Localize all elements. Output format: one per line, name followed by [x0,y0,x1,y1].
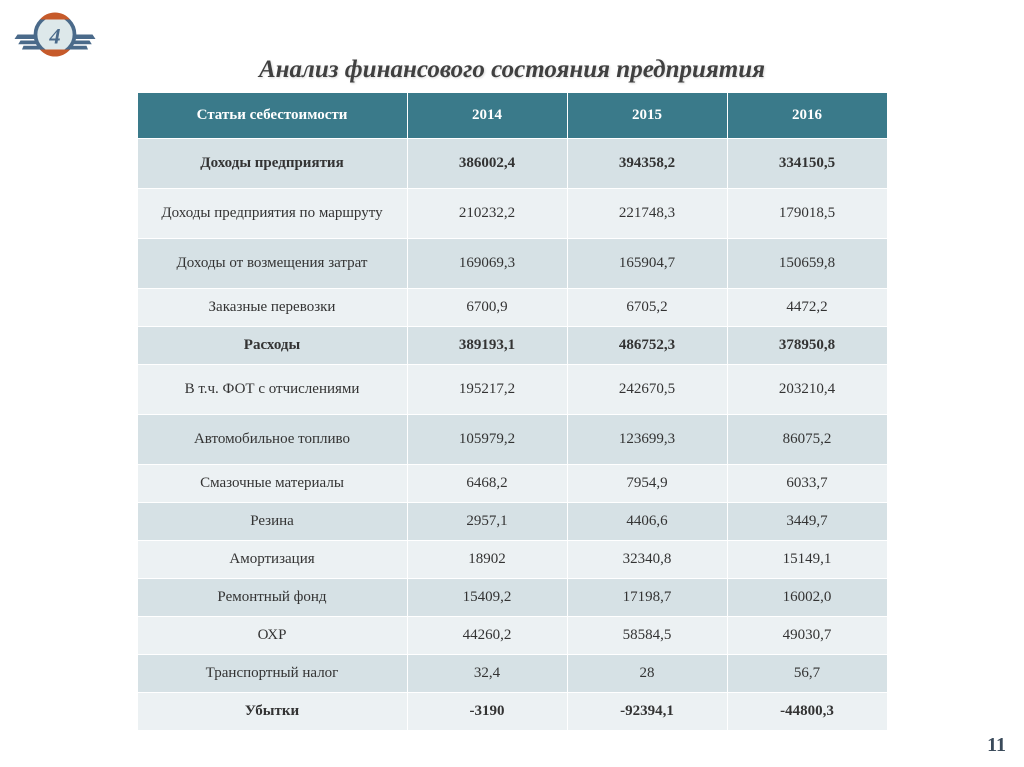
row-label: Доходы предприятия [137,139,407,189]
cell-value: 6033,7 [727,465,887,503]
slide: 4 Анализ финансового состояния предприят… [0,0,1024,767]
row-label: В т.ч. ФОТ с отчислениями [137,365,407,415]
cell-value: 4472,2 [727,289,887,327]
col-header: 2016 [727,93,887,139]
cell-value: 386002,4 [407,139,567,189]
row-label: Убытки [137,693,407,731]
cell-value: 486752,3 [567,327,727,365]
cell-value: 15149,1 [727,541,887,579]
cell-value: 4406,6 [567,503,727,541]
cell-value: 7954,9 [567,465,727,503]
cell-value: 150659,8 [727,239,887,289]
financial-table: Статьи себестоимости 2014 2015 2016 Дохо… [137,92,888,731]
table-row: Доходы предприятия386002,4394358,2334150… [137,139,887,189]
row-label: Расходы [137,327,407,365]
cell-value: 6700,9 [407,289,567,327]
col-header: Статьи себестоимости [137,93,407,139]
cell-value: 16002,0 [727,579,887,617]
table-row: Расходы389193,1486752,3378950,8 [137,327,887,365]
cell-value: -92394,1 [567,693,727,731]
cell-value: 195217,2 [407,365,567,415]
cell-value: 378950,8 [727,327,887,365]
cell-value: 221748,3 [567,189,727,239]
cell-value: 32340,8 [567,541,727,579]
table-row: В т.ч. ФОТ с отчислениями195217,2242670,… [137,365,887,415]
table-row: Заказные перевозки6700,96705,24472,2 [137,289,887,327]
cell-value: 105979,2 [407,415,567,465]
row-label: Резина [137,503,407,541]
table-row: ОХР44260,258584,549030,7 [137,617,887,655]
company-logo: 4 [10,6,100,66]
col-header: 2014 [407,93,567,139]
table-row: Резина2957,14406,63449,7 [137,503,887,541]
table-row: Убытки-3190-92394,1-44800,3 [137,693,887,731]
cell-value: 389193,1 [407,327,567,365]
cell-value: 6705,2 [567,289,727,327]
cell-value: -44800,3 [727,693,887,731]
cell-value: 49030,7 [727,617,887,655]
cell-value: 56,7 [727,655,887,693]
cell-value: 203210,4 [727,365,887,415]
table-row: Амортизация1890232340,815149,1 [137,541,887,579]
row-label: Автомобильное топливо [137,415,407,465]
cell-value: 3449,7 [727,503,887,541]
cell-value: 210232,2 [407,189,567,239]
cell-value: 17198,7 [567,579,727,617]
row-label: Доходы от возмещения затрат [137,239,407,289]
cell-value: 58584,5 [567,617,727,655]
cell-value: 169069,3 [407,239,567,289]
row-label: Ремонтный фонд [137,579,407,617]
cell-value: 32,4 [407,655,567,693]
table-row: Смазочные материалы6468,27954,96033,7 [137,465,887,503]
table-row: Доходы от возмещения затрат169069,316590… [137,239,887,289]
cell-value: 44260,2 [407,617,567,655]
cell-value: 179018,5 [727,189,887,239]
col-header: 2015 [567,93,727,139]
row-label: Доходы предприятия по маршруту [137,189,407,239]
table-row: Ремонтный фонд15409,217198,716002,0 [137,579,887,617]
cell-value: 123699,3 [567,415,727,465]
table-body: Доходы предприятия386002,4394358,2334150… [137,139,887,731]
cell-value: 28 [567,655,727,693]
page-number: 11 [987,734,1006,757]
cell-value: 86075,2 [727,415,887,465]
table-header-row: Статьи себестоимости 2014 2015 2016 [137,93,887,139]
cell-value: 242670,5 [567,365,727,415]
cell-value: 6468,2 [407,465,567,503]
slide-title: Анализ финансового состояния предприятия [0,56,1024,84]
row-label: Транспортный налог [137,655,407,693]
table-row: Доходы предприятия по маршруту210232,222… [137,189,887,239]
row-label: Амортизация [137,541,407,579]
row-label: Смазочные материалы [137,465,407,503]
table-row: Транспортный налог32,42856,7 [137,655,887,693]
cell-value: 394358,2 [567,139,727,189]
logo-digit: 4 [48,24,60,49]
row-label: ОХР [137,617,407,655]
cell-value: 18902 [407,541,567,579]
cell-value: -3190 [407,693,567,731]
cell-value: 165904,7 [567,239,727,289]
cell-value: 334150,5 [727,139,887,189]
table-row: Автомобильное топливо105979,2123699,3860… [137,415,887,465]
cell-value: 15409,2 [407,579,567,617]
cell-value: 2957,1 [407,503,567,541]
row-label: Заказные перевозки [137,289,407,327]
